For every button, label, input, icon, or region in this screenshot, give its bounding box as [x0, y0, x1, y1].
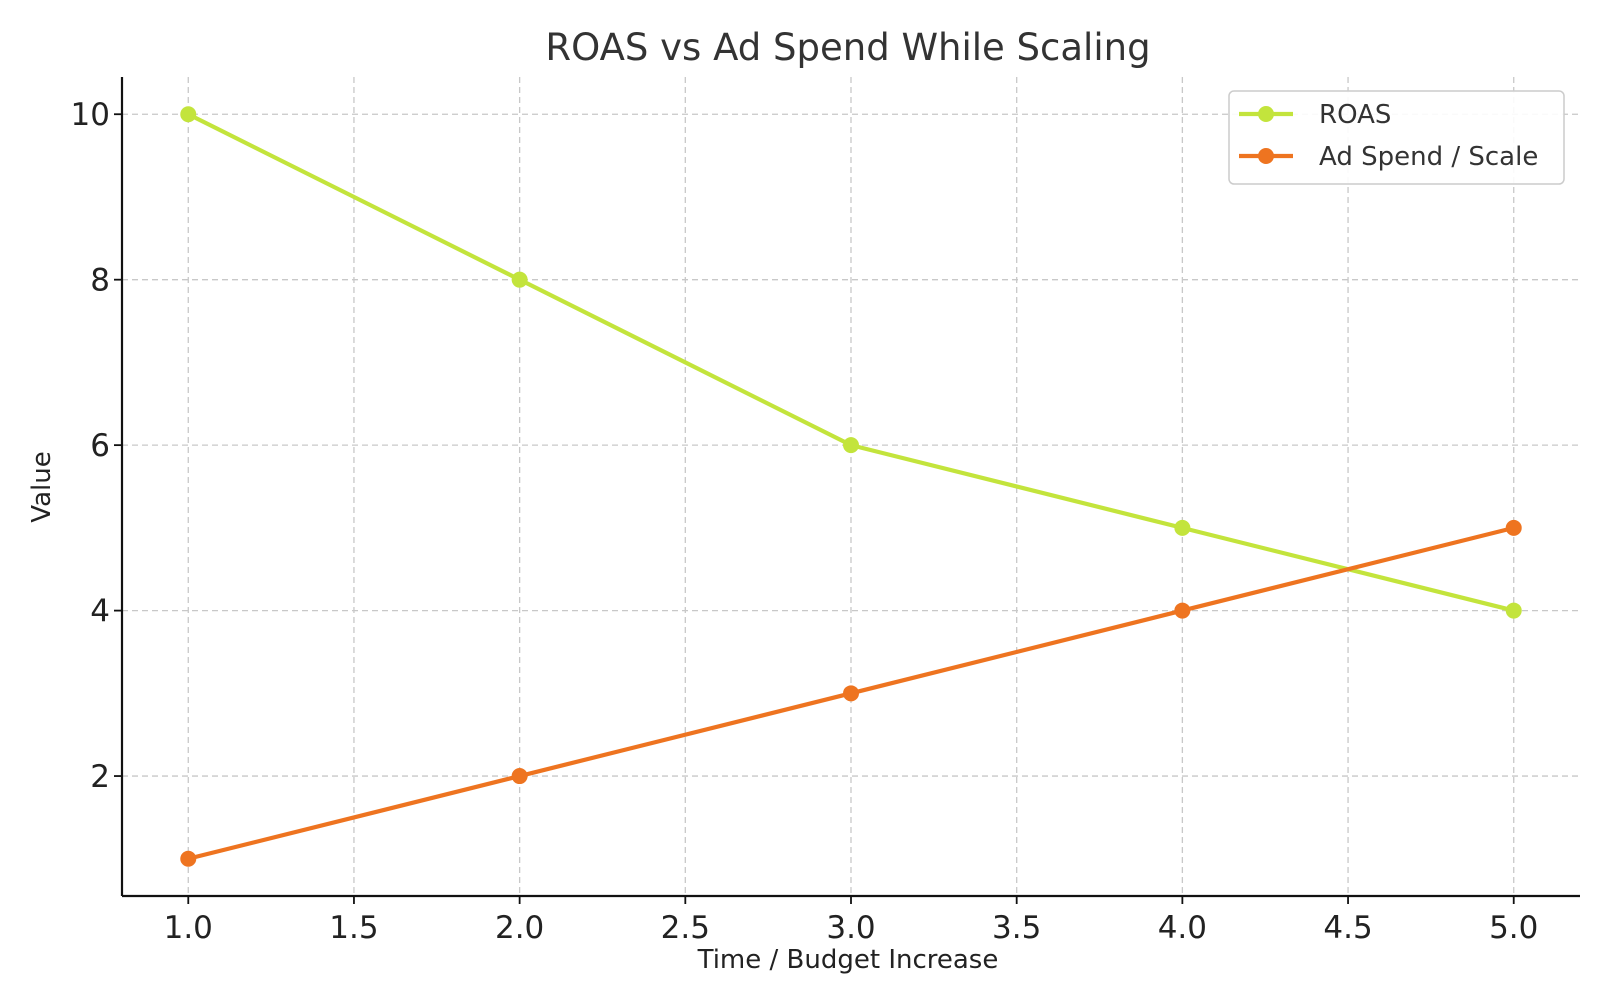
data-point	[843, 437, 859, 454]
grid-lines	[122, 77, 1580, 896]
legend-item: ROAS	[1239, 100, 1391, 130]
data-point	[1505, 602, 1522, 619]
x-tick-label: 1.0	[164, 910, 213, 946]
legend-swatch-marker	[1258, 106, 1274, 122]
legend-label: Ad Spend / Scale	[1319, 142, 1538, 172]
data-point	[180, 850, 197, 867]
legend-swatch-marker	[1258, 148, 1274, 164]
legend-item: Ad Spend / Scale	[1239, 142, 1538, 172]
legend: ROAS Ad Spend / Scale	[1228, 90, 1565, 185]
x-tick-label: 5.0	[1489, 910, 1538, 946]
series-layer	[180, 106, 1522, 867]
data-point	[511, 768, 528, 785]
legend-frame	[1228, 90, 1565, 185]
data-point	[1505, 519, 1522, 536]
x-axis-label: Time / Budget Increase	[697, 945, 999, 975]
series-ad-spend	[180, 519, 1522, 867]
x-tick-label: 2.5	[661, 910, 710, 946]
x-tick-label: 2.0	[495, 910, 544, 946]
y-tick-label: 2	[90, 759, 110, 795]
x-axis-ticks: 1.0 1.5 2.0 2.5 3.0 3.5 4.0 4.5 5.0	[164, 896, 1538, 946]
data-point	[1174, 602, 1191, 619]
y-axis-label: Value	[27, 451, 57, 522]
y-tick-label: 6	[90, 428, 110, 464]
x-tick-label: 3.5	[992, 910, 1041, 946]
data-point	[180, 106, 197, 123]
data-point	[511, 271, 528, 288]
chart-title: ROAS vs Ad Spend While Scaling	[545, 26, 1150, 69]
x-tick-label: 4.5	[1323, 910, 1372, 946]
y-axis-ticks: 2 4 6 8 10	[71, 97, 122, 795]
x-tick-label: 4.0	[1158, 910, 1207, 946]
y-tick-label: 10	[71, 97, 110, 133]
y-tick-label: 4	[90, 594, 110, 630]
x-tick-label: 1.5	[329, 910, 378, 946]
y-tick-label: 8	[90, 263, 110, 299]
series-roas	[180, 106, 1522, 619]
x-tick-label: 3.0	[826, 910, 875, 946]
data-point	[843, 685, 859, 702]
data-point	[1174, 519, 1191, 536]
legend-label: ROAS	[1319, 100, 1391, 130]
